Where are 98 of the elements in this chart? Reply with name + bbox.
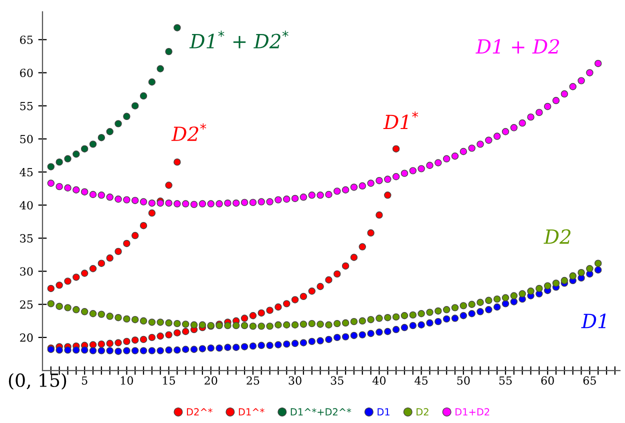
point [249,312,257,320]
point [367,229,374,236]
legend-label: D1+D2 [456,408,490,416]
y-tick-label: 65 [20,36,33,44]
y-tick-label: 60 [20,68,33,78]
point [165,48,172,56]
point [72,150,80,158]
point [106,340,114,348]
y-tick-label: 45 [20,168,33,176]
x-tick-label: 40 [372,376,386,385]
point [376,211,383,219]
point [98,340,106,348]
text: (0, 15) [8,373,66,390]
y-tick-label: 40 [20,201,33,210]
point [174,158,181,166]
point [266,306,274,314]
x-tick-label: 45 [414,376,428,385]
point [114,120,122,128]
point [106,254,114,262]
x-tick-label: 55 [499,376,512,385]
point [316,282,324,290]
x-tick-label: 25 [246,376,260,385]
annotation: D1 + D2 [476,39,560,54]
point [358,243,366,250]
point [80,145,88,152]
point [174,329,181,336]
x-tick-label: 60 [541,376,554,385]
point [240,314,248,322]
point [47,284,55,292]
x-tick-label: 5 [82,376,88,385]
point [131,336,139,344]
annotation: D1 [581,314,606,328]
point [334,270,341,278]
y-tick-label: 35 [20,234,33,243]
point [325,276,332,284]
point [148,78,156,86]
point [98,134,106,142]
point [165,331,172,338]
annotation: D2$^{*}$ [171,123,206,141]
point [131,232,139,240]
point [64,155,72,162]
point [283,300,290,308]
legend-label: D1 [378,408,390,416]
x-tick-label: 15 [163,376,175,385]
y-tick-label: 50 [20,134,33,144]
point [182,328,190,336]
y-tick-label: 20 [20,333,33,342]
y-tick-label: 30 [20,267,33,276]
point [114,248,122,256]
point [106,128,114,136]
x-tick-label: 30 [288,376,302,385]
legend-label: D1^* [238,408,264,416]
point [156,65,164,72]
point [148,334,156,342]
x-tick-label: 35 [330,376,344,385]
annotation: D1$^{*}$ + D2$^{*}$ [189,30,288,48]
point [342,262,350,270]
y-tick-label: 25 [20,300,33,309]
point [80,270,88,277]
y-tick-label: 55 [20,102,33,110]
point [123,338,130,346]
x-tick-label: 10 [120,376,134,385]
point [114,339,122,346]
point [274,303,282,311]
point [140,92,148,100]
point [89,265,97,272]
point [291,296,299,304]
point [308,288,316,295]
point [140,336,148,344]
point [392,145,400,152]
legend-label: D2^* [186,408,212,416]
point [140,222,148,230]
point [350,254,358,261]
point [174,24,181,32]
x-tick-label: 65 [583,376,596,385]
point [72,274,80,281]
annotation: D2 [544,229,571,244]
x-tick-label: 20 [204,376,218,385]
point [98,260,106,267]
legend-label: D1^*+D2^* [290,408,352,416]
point [64,278,72,285]
point [123,240,130,248]
point [165,182,172,189]
legend-label: D2 [416,408,428,416]
point [123,112,130,120]
point [148,209,156,217]
point [56,282,63,289]
point [300,292,308,300]
point [156,332,164,340]
point [89,341,97,348]
point [56,158,63,166]
point [47,163,55,170]
point [89,140,97,148]
annotation: D1$^{*}$ [383,112,418,130]
point [258,309,265,317]
point [384,192,392,199]
x-tick-label: 50 [457,376,470,385]
point [131,102,139,110]
